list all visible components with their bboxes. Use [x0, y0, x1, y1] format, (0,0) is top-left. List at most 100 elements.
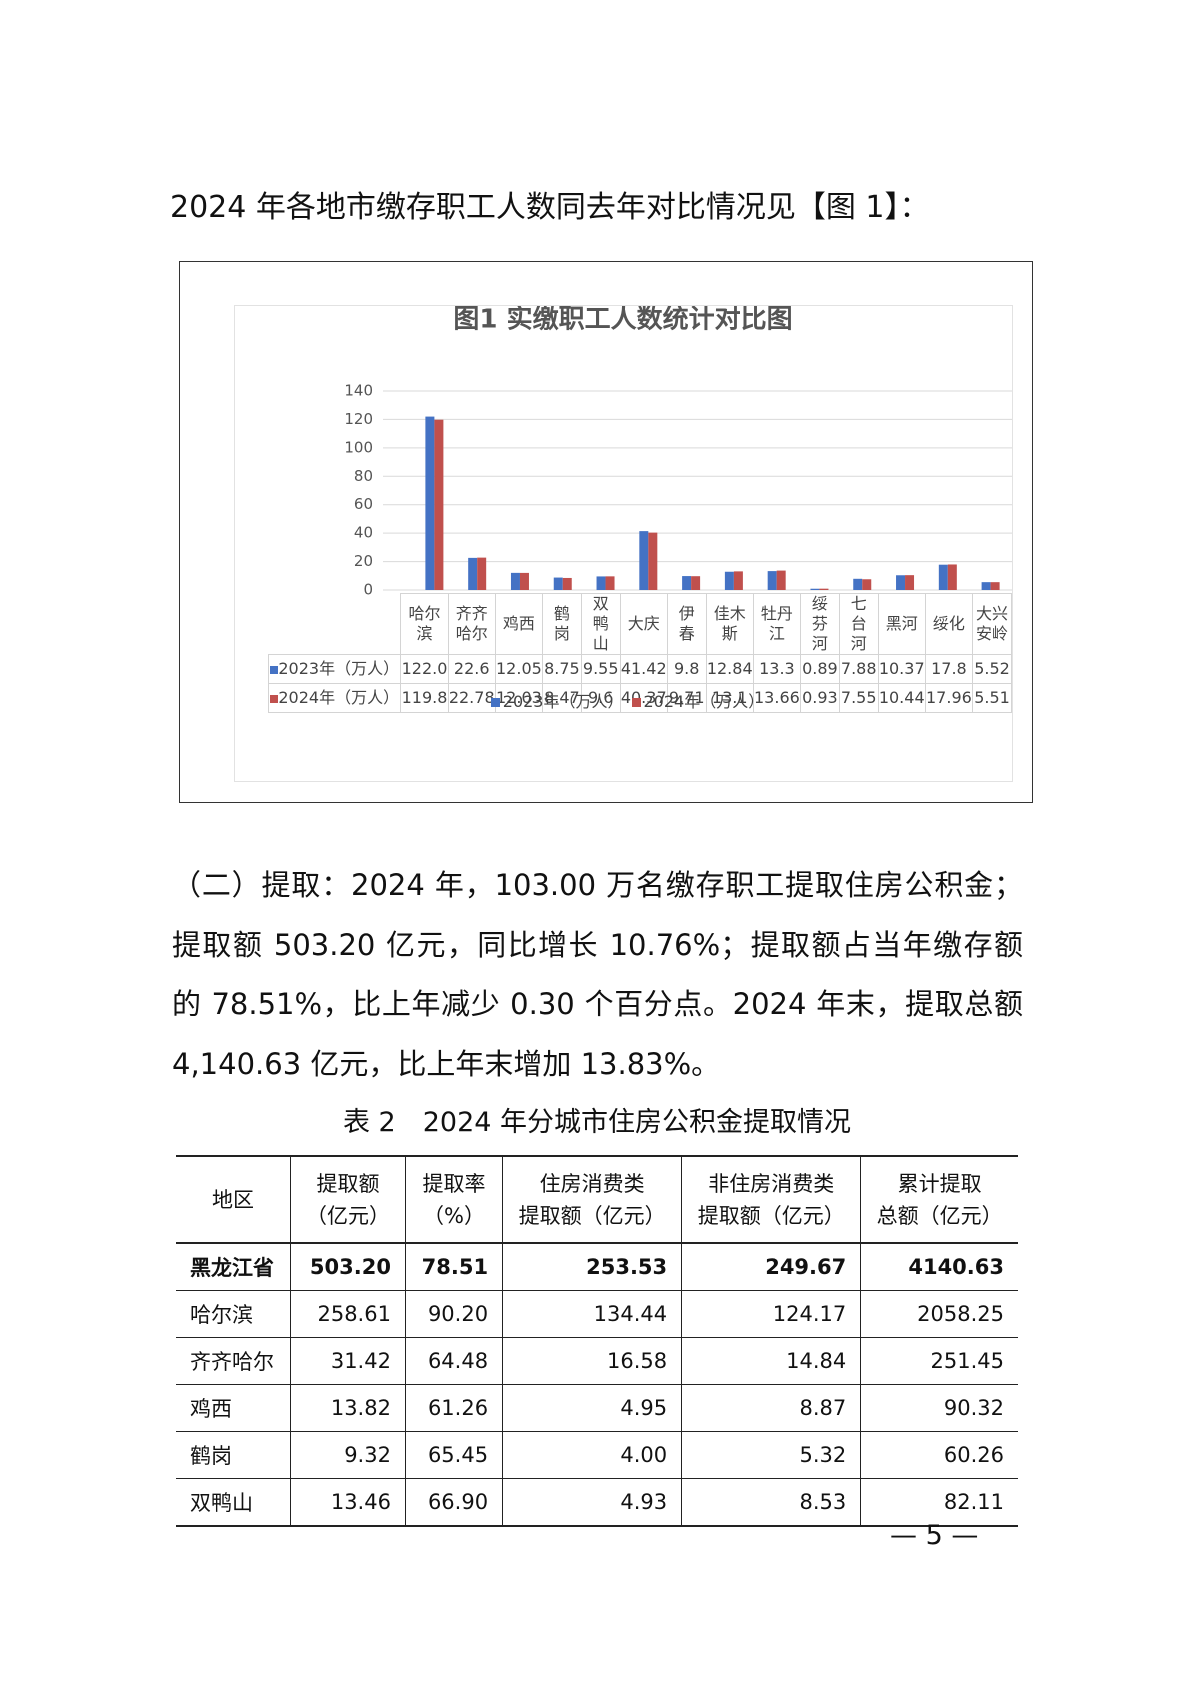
table-cell: 4.93: [502, 1478, 682, 1527]
table-cell: 60.26: [860, 1431, 1018, 1479]
data-label: 9.71: [666, 683, 707, 713]
table-cell: 249.67: [681, 1242, 861, 1291]
table-cell: 齐齐哈尔: [176, 1337, 291, 1385]
data-label: 119.8: [400, 683, 449, 713]
paragraph-line: 提取额 503.20 亿元，同比增长 10.76%；提取额占当年缴存额: [172, 927, 1023, 962]
table-cell: 13.46: [289, 1478, 406, 1527]
header-line: 累计提取: [897, 1171, 982, 1196]
data-label: 0.89: [800, 654, 840, 684]
header-line: 地区: [211, 1187, 254, 1212]
table-cell: 134.44: [502, 1290, 682, 1338]
table-cell: 124.17: [681, 1290, 861, 1338]
y-tick-label: 140: [344, 382, 373, 400]
chart: 图1 实缴职工人数统计对比图 0 20 40 60 80 100 120 140 哈尔滨 齐齐哈…: [234, 305, 1013, 782]
table-cell: 82.11: [860, 1478, 1018, 1527]
data-label: 17.96: [924, 683, 974, 713]
data-label: 12.05: [494, 654, 544, 684]
paragraph-line: （二）提取：2024 年，103.00 万名缴存职工提取住房公积金；: [172, 868, 1023, 902]
legend-label: 2023年（万人）: [278, 659, 400, 678]
legend-key-cell: 2023年（万人）: [267, 654, 402, 684]
data-label: 12.84: [705, 654, 754, 684]
table-cell: 4140.63: [860, 1242, 1018, 1291]
bar: [776, 570, 786, 590]
table-cell: 61.26: [404, 1384, 503, 1432]
legend-swatch: [270, 666, 279, 674]
table-cell: 13.82: [289, 1384, 406, 1432]
data-label: 0.93: [800, 683, 840, 713]
table-cell: 65.45: [404, 1431, 503, 1479]
bar: [947, 564, 957, 590]
header-line: 住房消费类: [539, 1171, 645, 1196]
paragraph-line: 的 78.51%，比上年减少 0.30 个百分点。2024 年末，提取总额: [172, 987, 1023, 1021]
table-cell: 253.53: [502, 1242, 682, 1291]
data-table: 哈尔滨 齐齐哈尔 鸡西 鹤岗 双鸭山 大庆 伊春 佳木斯 牡丹江 绥芬河 七台河 黑河 绥化 大兴安岭 20…: [267, 593, 1012, 713]
table-cell: 90.32: [860, 1384, 1018, 1432]
table-cell: 78.51: [404, 1242, 503, 1291]
table-cell: 90.20: [404, 1290, 503, 1338]
legend-key-cell: 2024年（万人）: [267, 683, 402, 713]
table-cell: 31.42: [289, 1337, 406, 1385]
table-cell: 258.61: [289, 1290, 406, 1338]
header-cell: 提取率 （%）: [404, 1155, 503, 1244]
data-label: 122.0: [400, 654, 449, 684]
y-tick-label: 100: [344, 438, 373, 456]
table-row: 哈尔滨 258.61 90.20 134.44 124.17 2058.25: [176, 1290, 1018, 1338]
bar: [519, 572, 529, 590]
data-label: 13.66: [752, 683, 802, 713]
bar: [605, 576, 615, 590]
x-tick-label: 大兴安岭: [972, 593, 1012, 655]
table-row: 鹤岗 9.32 65.45 4.00 5.32 60.26: [176, 1431, 1018, 1479]
page-number: — 5 —: [890, 1520, 979, 1551]
bar: [733, 571, 743, 590]
header-cell: 住房消费类 提取额（亿元）: [502, 1155, 682, 1244]
x-tick-label: 黑河: [877, 593, 926, 655]
table-cell: 8.87: [681, 1384, 861, 1432]
table-caption: 表 2 2024 年分城市住房公积金提取情况: [342, 1107, 852, 1138]
bar: [639, 531, 649, 590]
bar: [819, 588, 829, 590]
data-label: 22.78: [447, 683, 496, 713]
bar: [562, 577, 572, 590]
table-row: 齐齐哈尔 31.42 64.48 16.58 14.84 251.45: [176, 1337, 1018, 1385]
table-row: 黑龙江省 503.20 78.51 253.53 249.67 4140.63: [176, 1242, 1018, 1291]
header-cell: 累计提取 总额（亿元）: [860, 1155, 1018, 1244]
bar: [477, 557, 487, 590]
bar: [510, 572, 520, 590]
data-label: 22.6: [447, 654, 496, 684]
table-cell: 16.58: [502, 1337, 682, 1385]
y-tick-label: 40: [354, 524, 373, 542]
bar: [862, 579, 872, 590]
x-tick-label: 佳木斯: [705, 593, 754, 655]
table-row: 哈尔滨 齐齐哈尔 鸡西 鹤岗 双鸭山 大庆 伊春 佳木斯 牡丹江 绥芬河 七台河 黑河 绥化 大兴安岭: [269, 593, 1012, 655]
data-label: 9.55: [580, 654, 621, 684]
table-cell: 64.48: [404, 1337, 503, 1385]
bar: [682, 576, 692, 590]
bar: [896, 575, 906, 590]
legend-swatch: [631, 698, 641, 707]
table-cell: 251.45: [860, 1337, 1018, 1385]
table-row: 2023年（万人） 122.0 22.6 12.05 8.75 9.55 41.42 9.8 1…: [267, 654, 1012, 684]
legend-label: 2024年（万人）: [643, 692, 765, 711]
paragraph: （二）提取：2024 年，103.00 万名缴存职工提取住房公积金； 提取额 50…: [172, 862, 1023, 1100]
bar: [553, 577, 563, 590]
data-label: 5.52: [972, 654, 1012, 684]
bar: [905, 575, 915, 590]
table-cell: 2058.25: [860, 1290, 1018, 1338]
bar: [648, 532, 658, 590]
data-label: 17.8: [924, 654, 974, 684]
bar: [981, 582, 991, 590]
chart-title: 图1 实缴职工人数统计对比图: [453, 306, 792, 335]
heading: 2024 年各地市缴存职工人数同去年对比情况见【图 1】：: [170, 190, 930, 225]
data-table: 地区 提取额 （亿元） 提取率 （%） 住房消费类 提取额（亿元） 非住房消费类 提取额（亿元）…: [176, 1155, 1018, 1527]
table-cell: 哈尔滨: [176, 1290, 291, 1338]
bar: [596, 576, 606, 590]
y-tick-label: 120: [344, 410, 373, 428]
table-corner: [269, 594, 401, 655]
x-tick-label: 绥化: [924, 593, 974, 655]
data-label: 8.75: [542, 654, 582, 684]
table-cell: 4.00: [502, 1431, 682, 1479]
bar: [724, 571, 734, 590]
data-label: 41.42: [619, 654, 668, 684]
figure-frame: [179, 261, 1033, 803]
